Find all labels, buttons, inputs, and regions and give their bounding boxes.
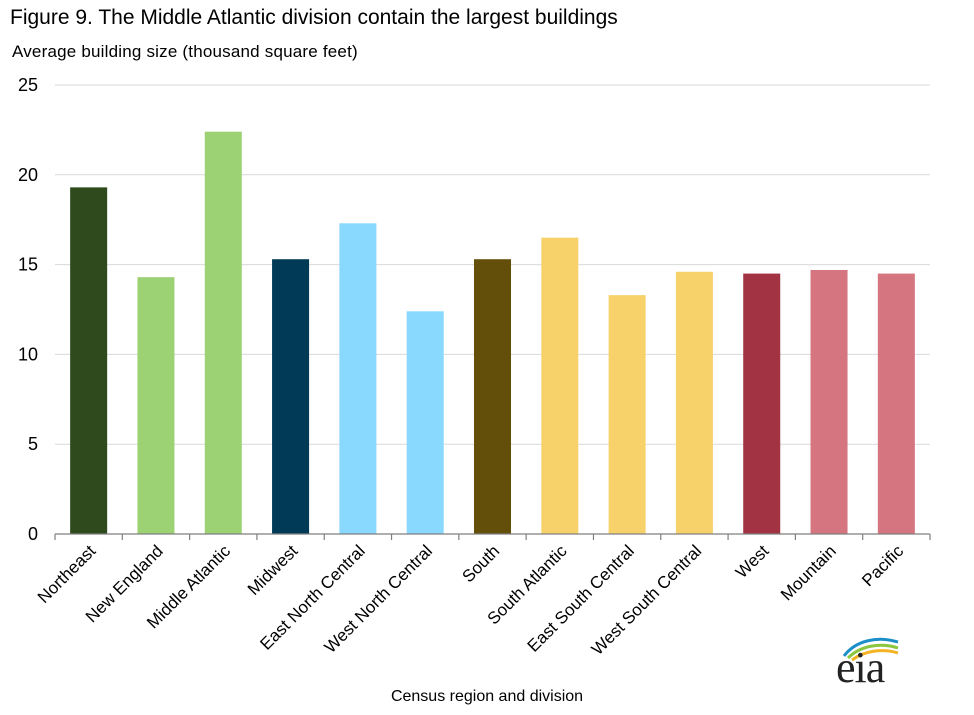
bar xyxy=(810,269,848,534)
y-axis-ticks: 0 5 10 15 20 25 xyxy=(18,75,38,544)
bars xyxy=(70,131,915,535)
eia-logo-icon xyxy=(842,637,899,662)
bar xyxy=(204,131,242,535)
chart-title: Figure 9. The Middle Atlantic division c… xyxy=(10,6,618,29)
eia-logo-text: eia xyxy=(836,643,885,692)
bar xyxy=(406,311,444,534)
y-tick-label: 20 xyxy=(18,165,38,185)
bar xyxy=(877,273,915,534)
category-label: Pacific xyxy=(858,541,907,590)
y-tick-label: 25 xyxy=(18,75,38,95)
x-axis-label: Census region and division xyxy=(390,688,584,705)
bar xyxy=(137,277,175,534)
bar xyxy=(608,295,646,534)
bar xyxy=(473,259,512,534)
y-tick-label: 10 xyxy=(18,344,38,364)
y-tick-label: 5 xyxy=(28,434,38,454)
category-label: West South Central xyxy=(588,541,705,658)
bar xyxy=(541,237,579,534)
bar xyxy=(743,273,781,534)
y-tick-label: 15 xyxy=(18,255,38,275)
category-label: Midwest xyxy=(244,541,302,599)
category-label: West xyxy=(732,541,773,582)
bar xyxy=(70,187,108,534)
bar xyxy=(675,271,713,534)
x-axis xyxy=(54,533,931,540)
y-axis-label: Average building size (thousand square f… xyxy=(12,42,358,61)
category-label: Mountain xyxy=(777,541,840,604)
category-label: South xyxy=(458,541,503,586)
bar xyxy=(272,259,310,534)
category-label: Northeast xyxy=(34,541,100,607)
y-tick-label: 0 xyxy=(28,524,38,544)
bar xyxy=(339,223,377,535)
